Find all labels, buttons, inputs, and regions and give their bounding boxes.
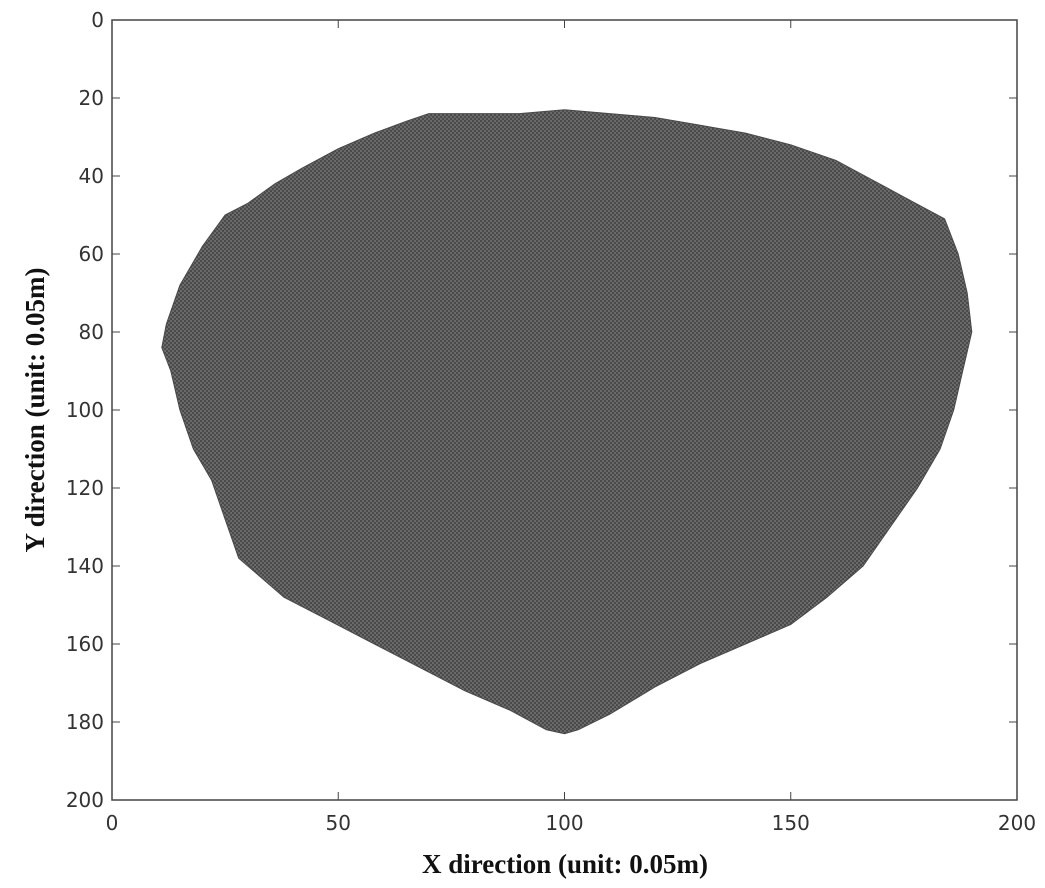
filled-region	[161, 109, 973, 735]
y-tick-label: 100	[66, 398, 104, 422]
y-tick-label: 60	[79, 242, 104, 266]
x-tick-label: 0	[106, 811, 119, 835]
y-tick-label: 0	[91, 8, 104, 32]
x-axis-ticks: 0 50 100 150 200	[106, 20, 1036, 835]
y-tick-label: 120	[66, 476, 104, 500]
x-tick-label: 200	[998, 811, 1036, 835]
y-tick-label: 200	[66, 788, 104, 812]
x-axis-label: X direction (unit: 0.05m)	[422, 849, 708, 879]
y-tick-label: 160	[66, 632, 104, 656]
x-tick-label: 50	[326, 811, 351, 835]
y-tick-label: 80	[79, 320, 104, 344]
y-tick-label: 20	[79, 86, 104, 110]
y-axis-ticks: 0 20 40 60 80 100 120 140 160 180 200	[66, 8, 1017, 812]
plot-area	[111, 19, 1018, 801]
x-tick-label: 100	[545, 811, 583, 835]
y-tick-label: 140	[66, 554, 104, 578]
y-axis-label: Y direction (unit: 0.05m)	[20, 268, 50, 553]
y-tick-label: 40	[79, 164, 104, 188]
x-tick-label: 150	[772, 811, 810, 835]
y-tick-label: 180	[66, 710, 104, 734]
